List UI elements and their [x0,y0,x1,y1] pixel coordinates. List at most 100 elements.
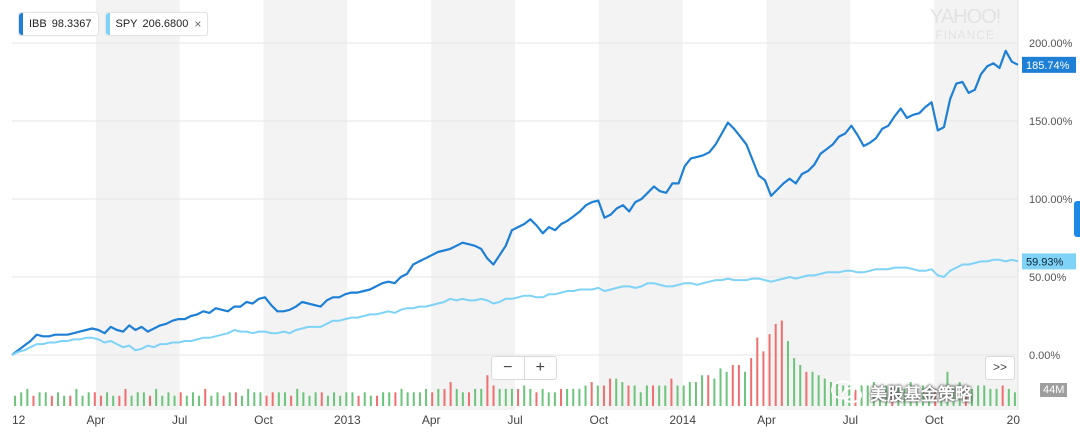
volume-bar [443,388,446,406]
volume-bar [774,323,777,406]
volume-bar [118,395,121,406]
end-label-ibb: 185.74% [1026,60,1070,72]
volume-bar [639,392,642,406]
volume-bar [210,395,213,406]
volume-bar [952,385,955,406]
legend-chip-ibb[interactable]: IBB 98.3367 [18,12,99,36]
volume-bar [878,388,881,406]
x-tick-label: Apr [757,413,776,427]
volume-bar [596,385,599,406]
volume-bar [780,320,783,406]
volume-bar [449,382,452,406]
volume-bar [253,392,256,406]
volume-bar [523,385,526,406]
volume-bar [658,385,661,406]
end-label-spy: 59.93% [1026,256,1064,268]
remove-spy-close-icon[interactable]: × [194,17,202,31]
y-tick-label: 0.00% [1029,350,1060,362]
x-tick-label: 2013 [334,413,361,427]
volume-bar [989,388,992,406]
volume-bar [799,364,802,406]
volume-bar [621,382,624,406]
zoom-out-button[interactable]: − [503,359,513,376]
zoom-in-button[interactable]: + [523,357,557,379]
volume-bar [768,334,771,406]
volume-tag: 44M [1040,383,1068,397]
volume-bar [670,378,673,406]
x-tick-label: Apr [86,413,105,427]
volume-bar [69,395,72,406]
volume-bar [75,388,78,406]
quarter-band [431,0,515,410]
volume-bar [124,388,127,406]
volume-bar [498,388,501,406]
y-tick-label: 100.00% [1029,194,1073,206]
volume-bar [228,392,231,406]
volume-bar [339,395,342,406]
volume-bar [946,371,949,406]
volume-bar [627,385,630,406]
wechat-watermark: 美股基金策略 [830,374,972,410]
volume-bar [326,395,329,406]
volume-bar [320,392,323,406]
volume-bar [99,395,102,406]
volume-bar [191,392,194,406]
volume-bar [112,395,115,406]
volume-bar [535,392,538,406]
scroll-right-button[interactable]: >> [985,356,1015,380]
volume-bar [566,388,569,406]
volume-bar [688,382,691,406]
volume-bar [290,395,293,406]
volume-bar [87,392,90,406]
volume-bar [504,388,507,406]
volume-bar [57,392,60,406]
volume-bar [382,392,385,406]
volume-bar [247,388,250,406]
volume-bar [854,388,857,406]
quarter-band [95,0,180,410]
x-tick-label: 12 [12,413,26,427]
volume-bar [277,392,280,406]
volume-bar [725,371,728,406]
volume-bar [903,388,906,406]
volume-bar [529,388,532,406]
volume-bar [173,395,176,406]
quarter-band [263,0,348,410]
volume-bar [241,395,244,406]
volume-bar [652,385,655,406]
volume-bar [363,392,366,406]
volume-bar [63,395,66,406]
volume-bar [418,392,421,406]
volume-bar [995,388,998,406]
volume-bar [510,388,513,406]
ibb-color-bar [19,13,23,35]
volume-bar [584,385,587,406]
volume-bar [553,392,556,406]
logo-line1: YAHOO! [930,6,1001,28]
volume-bar [836,382,839,406]
spy-symbol: SPY [115,18,138,30]
legend-chip-spy[interactable]: SPY 206.6800 × [104,12,209,36]
ibb-value: 98.3367 [51,18,92,30]
volume-bar [609,378,612,406]
volume-bar [461,392,464,406]
volume-bar [406,392,409,406]
side-panel-tab[interactable] [1074,201,1080,237]
wechat-account-name: 美股基金策略 [870,384,972,404]
volume-bar [437,388,440,406]
volume-bar [633,385,636,406]
volume-bar [308,395,311,406]
volume-bar [602,385,605,406]
x-tick-label: Jul [172,413,187,427]
volume-bar [185,395,188,406]
volume-bar [541,388,544,406]
volume-bar [167,392,170,406]
legend: IBB 98.3367 SPY 206.6800 × [18,12,209,36]
volume-bar [412,392,415,406]
volume-bar [20,392,23,406]
volume-bar [400,388,403,406]
volume-bar [928,385,931,406]
yahoo-finance-logo: YAHOO! FINANCE [930,6,1001,44]
